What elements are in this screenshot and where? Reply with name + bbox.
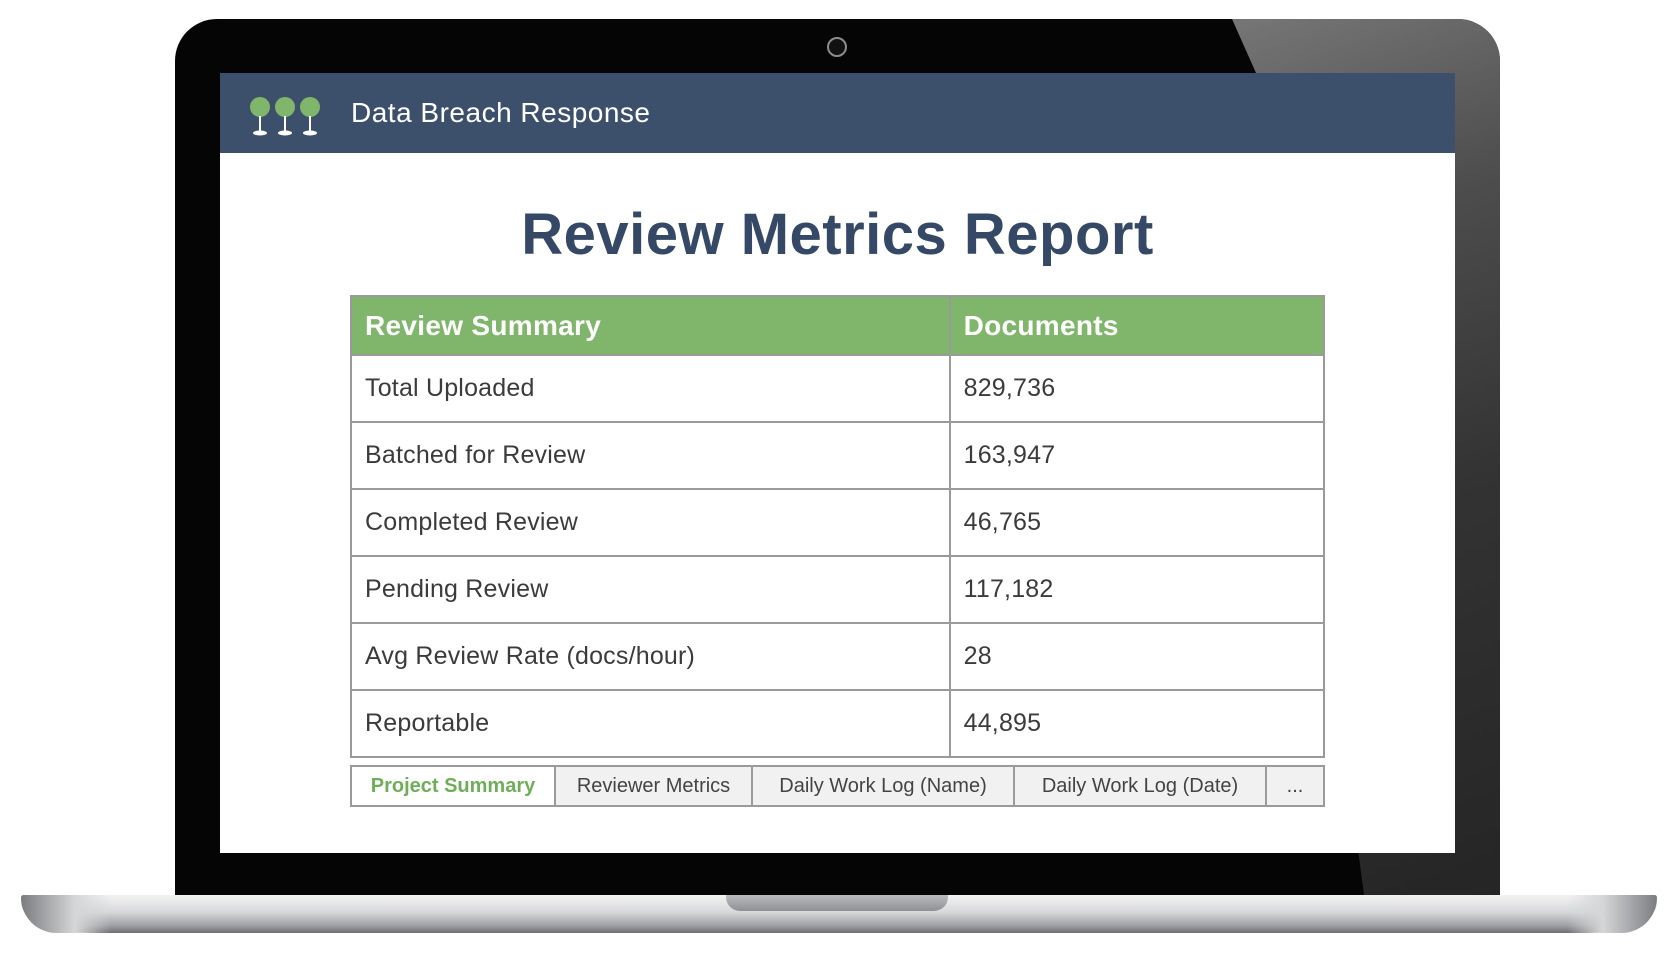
tab-project-summary[interactable]: Project Summary (352, 767, 556, 805)
row-label: Avg Review Rate (docs/hour) (350, 622, 951, 691)
row-value: 163,947 (948, 421, 1326, 490)
webcam-icon (827, 37, 847, 57)
sheet-tab-bar: Project Summary Reviewer Metrics Daily W… (350, 765, 1325, 807)
laptop-base-notch (726, 895, 948, 911)
column-header-documents: Documents (948, 295, 1326, 356)
table-row: Avg Review Rate (docs/hour) 28 (350, 622, 1326, 691)
row-label: Batched for Review (350, 421, 951, 490)
table-row: Pending Review 117,182 (350, 555, 1326, 624)
review-summary-table: Review Summary Documents Total Uploaded … (350, 295, 1326, 758)
app-title: Data Breach Response (351, 97, 651, 128)
three-trees-logo-icon (250, 97, 320, 136)
row-label: Total Uploaded (350, 354, 951, 423)
column-header-review-summary: Review Summary (350, 295, 951, 356)
laptop-base-edge-left (21, 895, 111, 933)
laptop-base-edge-right (1567, 895, 1657, 933)
table-row: Reportable 44,895 (350, 689, 1326, 758)
row-value: 28 (948, 622, 1326, 691)
report-title: Review Metrics Report (521, 202, 1154, 267)
tab-daily-work-log-name[interactable]: Daily Work Log (Name) (753, 767, 1015, 805)
table-header-row: Review Summary Documents (350, 295, 1326, 356)
row-label: Completed Review (350, 488, 951, 557)
app-header: Data Breach Response (220, 73, 1455, 153)
row-value: 117,182 (948, 555, 1326, 624)
table-row: Batched for Review 163,947 (350, 421, 1326, 490)
table-row: Completed Review 46,765 (350, 488, 1326, 557)
tab-reviewer-metrics[interactable]: Reviewer Metrics (556, 767, 753, 805)
tab-daily-work-log-date[interactable]: Daily Work Log (Date) (1015, 767, 1267, 805)
row-value: 44,895 (948, 689, 1326, 758)
row-value: 829,736 (948, 354, 1326, 423)
row-label: Reportable (350, 689, 951, 758)
laptop-screen: Data Breach Response Review Metrics Repo… (220, 73, 1455, 853)
row-label: Pending Review (350, 555, 951, 624)
row-value: 46,765 (948, 488, 1326, 557)
laptop-base (21, 895, 1657, 933)
laptop-lid: Data Breach Response Review Metrics Repo… (175, 19, 1500, 895)
table-row: Total Uploaded 829,736 (350, 354, 1326, 423)
tab-more-button[interactable]: ... (1286, 774, 1304, 797)
